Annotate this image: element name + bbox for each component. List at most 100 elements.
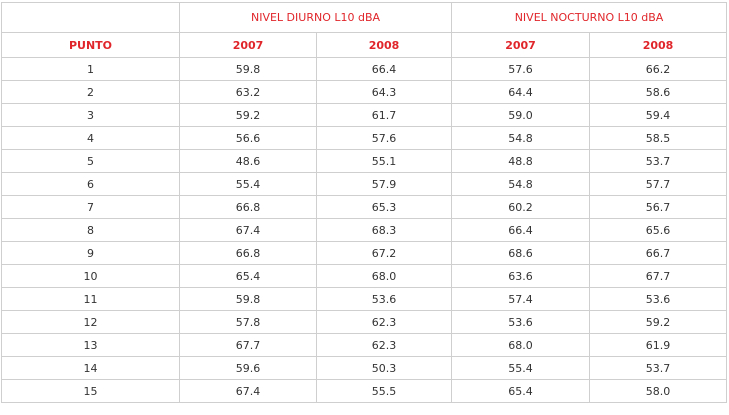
value-cell: 67.2	[315, 241, 453, 265]
value-cell: 63.2	[179, 80, 317, 104]
value-cell: 66.7	[589, 241, 728, 265]
point-cell: 14	[1, 356, 180, 380]
table-row: 10 65.4 68.0 63.6 67.7	[1, 264, 728, 288]
value-cell: 56.6	[179, 126, 317, 150]
value-cell: 59.6	[179, 356, 317, 380]
value-cell: 67.7	[179, 333, 317, 357]
value-cell: 59.4	[589, 103, 728, 127]
value-cell: 64.3	[315, 80, 453, 104]
value-cell: 57.8	[179, 310, 317, 334]
point-cell: 8	[1, 218, 180, 242]
noise-table: NIVEL DIURNO L10 dBA NIVEL NOCTURNO L10 …	[1, 2, 728, 403]
group-title: NIVEL NOCTURNO L10 dBA	[451, 2, 728, 33]
point-cell: 13	[1, 333, 180, 357]
point-cell: 11	[1, 287, 180, 311]
value-cell: 66.8	[179, 195, 317, 219]
table-row: 7 66.8 65.3 60.2 56.7	[1, 195, 728, 219]
table-row: 13 67.7 62.3 68.0 61.9	[1, 333, 728, 357]
value-cell: 54.8	[451, 126, 591, 150]
value-cell: 66.2	[589, 57, 728, 81]
value-cell: 59.2	[589, 310, 728, 334]
column-header: 2007	[179, 32, 317, 58]
table-row: 15 67.4 55.5 65.4 58.0	[1, 379, 728, 403]
value-cell: 48.6	[179, 149, 317, 173]
table-body: NIVEL DIURNO L10 dBA NIVEL NOCTURNO L10 …	[1, 2, 728, 403]
value-cell: 53.7	[589, 356, 728, 380]
value-cell: 64.4	[451, 80, 591, 104]
value-cell: 66.8	[179, 241, 317, 265]
value-cell: 57.9	[315, 172, 453, 196]
value-cell: 66.4	[451, 218, 591, 242]
point-cell: 12	[1, 310, 180, 334]
value-cell: 65.6	[589, 218, 728, 242]
table-row: 1 59.8 66.4 57.6 66.2	[1, 57, 728, 81]
value-cell: 57.6	[451, 57, 591, 81]
table-row: 11 59.8 53.6 57.4 53.6	[1, 287, 728, 311]
point-cell: 10	[1, 264, 180, 288]
value-cell: 53.6	[589, 287, 728, 311]
value-cell: 59.2	[179, 103, 317, 127]
empty-cell	[1, 2, 180, 33]
value-cell: 68.0	[451, 333, 591, 357]
value-cell: 61.9	[589, 333, 728, 357]
column-header-row: PUNTO 2007 2008 2007 2008	[1, 32, 728, 58]
table-row: 6 55.4 57.9 54.8 57.7	[1, 172, 728, 196]
value-cell: 68.6	[451, 241, 591, 265]
value-cell: 57.6	[315, 126, 453, 150]
value-cell: 57.4	[451, 287, 591, 311]
point-cell: 9	[1, 241, 180, 265]
value-cell: 54.8	[451, 172, 591, 196]
value-cell: 65.4	[451, 379, 591, 403]
value-cell: 60.2	[451, 195, 591, 219]
value-cell: 59.0	[451, 103, 591, 127]
column-header: 2008	[315, 32, 453, 58]
group-title: NIVEL DIURNO L10 dBA	[178, 2, 453, 33]
point-cell: 4	[1, 126, 180, 150]
value-cell: 61.7	[315, 103, 453, 127]
value-cell: 63.6	[451, 264, 591, 288]
value-cell: 68.3	[315, 218, 453, 242]
value-cell: 59.8	[179, 287, 317, 311]
value-cell: 68.0	[315, 264, 453, 288]
point-cell: 5	[1, 149, 180, 173]
column-header: 2008	[589, 32, 728, 58]
value-cell: 53.6	[315, 287, 453, 311]
table-row: 5 48.6 55.1 48.8 53.7	[1, 149, 728, 173]
value-cell: 66.4	[315, 57, 453, 81]
value-cell: 67.4	[179, 218, 317, 242]
table-row: 2 63.2 64.3 64.4 58.6	[1, 80, 728, 104]
value-cell: 58.5	[589, 126, 728, 150]
value-cell: 55.4	[451, 356, 591, 380]
value-cell: 55.5	[315, 379, 453, 403]
point-cell: 3	[1, 103, 180, 127]
group-header-row: NIVEL DIURNO L10 dBA NIVEL NOCTURNO L10 …	[1, 2, 728, 33]
value-cell: 56.7	[589, 195, 728, 219]
value-cell: 59.8	[179, 57, 317, 81]
value-cell: 65.4	[179, 264, 317, 288]
value-cell: 58.6	[589, 80, 728, 104]
value-cell: 53.7	[589, 149, 728, 173]
point-cell: 6	[1, 172, 180, 196]
point-cell: 1	[1, 57, 180, 81]
value-cell: 67.4	[179, 379, 317, 403]
value-cell: 62.3	[315, 310, 453, 334]
point-cell: 7	[1, 195, 180, 219]
table-row: 8 67.4 68.3 66.4 65.6	[1, 218, 728, 242]
point-cell: 15	[1, 379, 180, 403]
value-cell: 65.3	[315, 195, 453, 219]
table-row: 3 59.2 61.7 59.0 59.4	[1, 103, 728, 127]
value-cell: 58.0	[589, 379, 728, 403]
point-cell: 2	[1, 80, 180, 104]
table-row: 4 56.6 57.6 54.8 58.5	[1, 126, 728, 150]
table-row: 12 57.8 62.3 53.6 59.2	[1, 310, 728, 334]
column-header: 2007	[451, 32, 591, 58]
value-cell: 57.7	[589, 172, 728, 196]
value-cell: 48.8	[451, 149, 591, 173]
value-cell: 55.4	[179, 172, 317, 196]
value-cell: 55.1	[315, 149, 453, 173]
value-cell: 62.3	[315, 333, 453, 357]
column-header: PUNTO	[1, 32, 180, 58]
table-row: 9 66.8 67.2 68.6 66.7	[1, 241, 728, 265]
value-cell: 50.3	[315, 356, 453, 380]
